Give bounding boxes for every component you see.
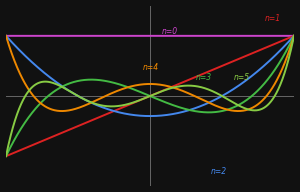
Text: n=2: n=2 — [211, 167, 226, 176]
Text: n=4: n=4 — [143, 63, 159, 72]
Text: n=1: n=1 — [265, 14, 281, 23]
Text: n=3: n=3 — [196, 74, 212, 82]
Text: n=0: n=0 — [161, 26, 178, 36]
Text: n=5: n=5 — [233, 74, 250, 82]
